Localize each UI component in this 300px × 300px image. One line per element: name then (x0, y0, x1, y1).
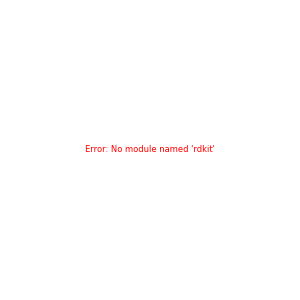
Text: Error: No module named 'rdkit': Error: No module named 'rdkit' (85, 146, 215, 154)
